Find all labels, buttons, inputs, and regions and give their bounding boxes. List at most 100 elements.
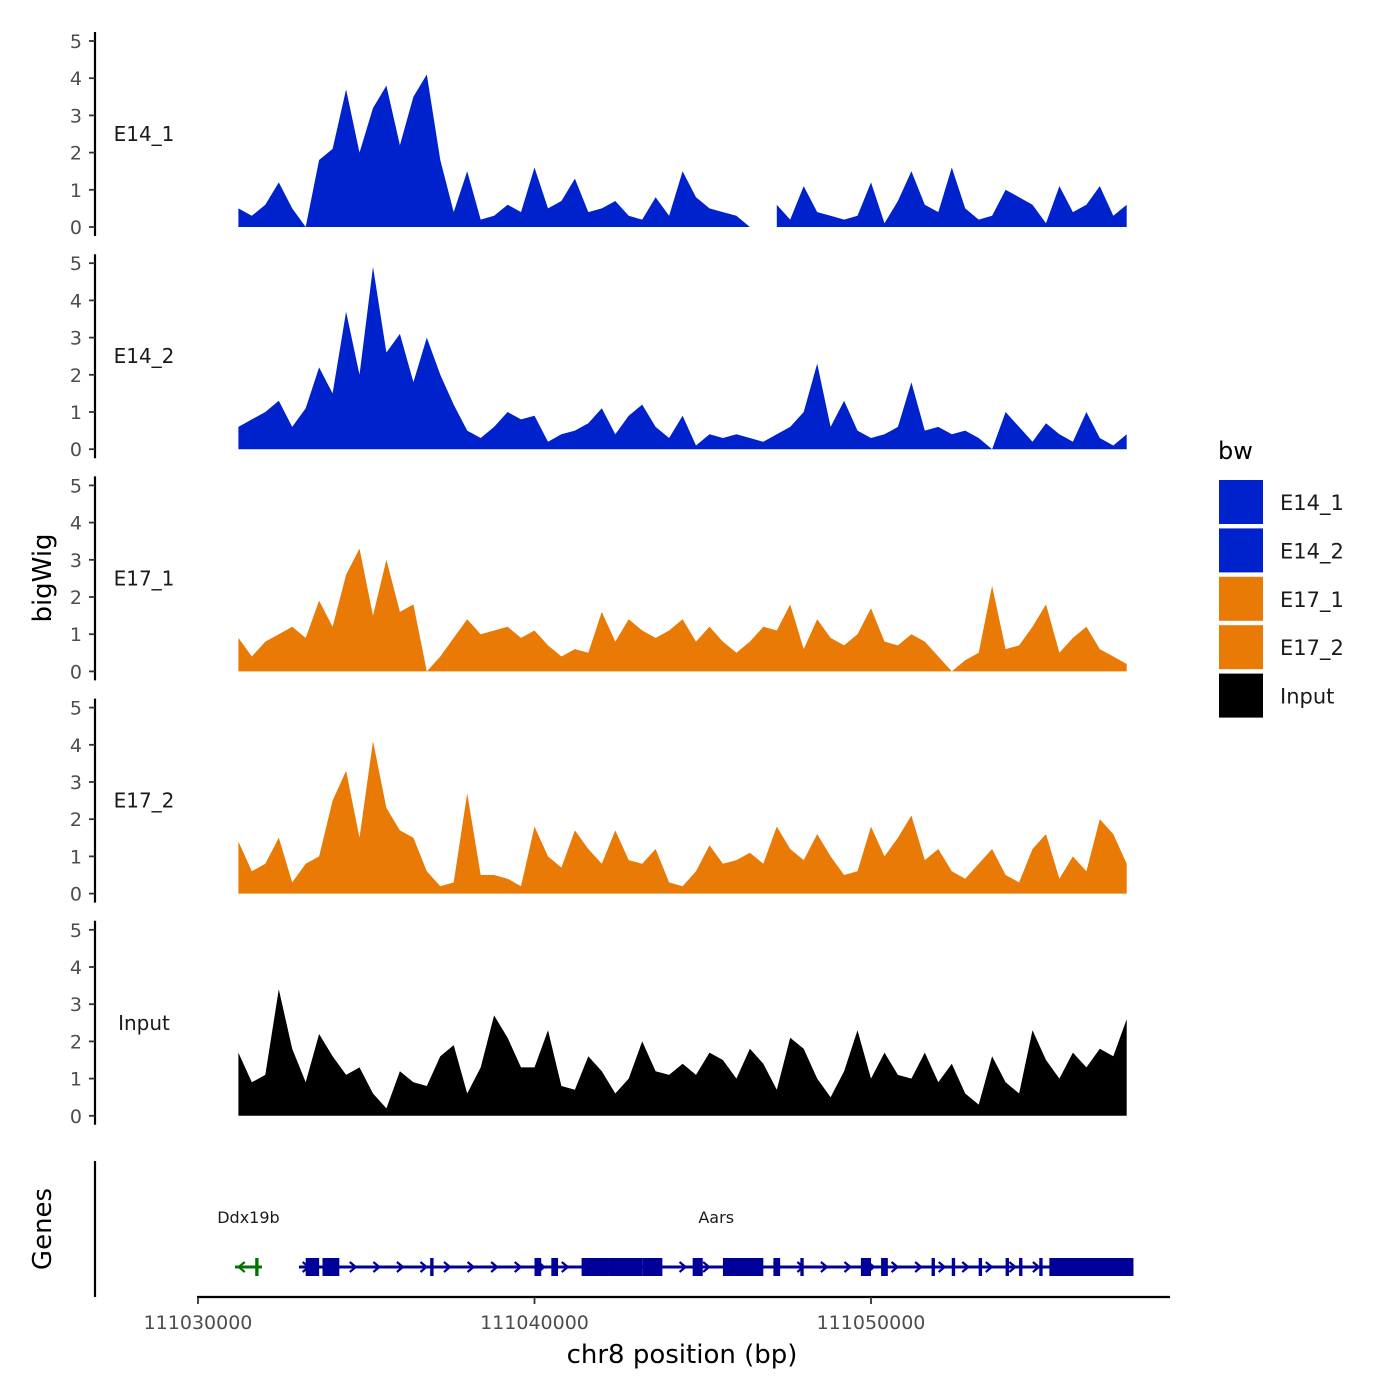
track-label: E17_2 — [114, 789, 175, 813]
signal-area — [776, 167, 1127, 227]
legend-title: bw — [1218, 437, 1253, 465]
y-tick-label: 4 — [70, 290, 82, 312]
y-tick-label: 2 — [70, 143, 82, 165]
strand-arrow — [490, 1261, 499, 1273]
y-tick-label: 3 — [70, 328, 82, 350]
signal-area — [238, 989, 1127, 1116]
legend-label: E17_2 — [1280, 636, 1344, 661]
track-label: E14_1 — [114, 122, 175, 146]
track-label: Input — [118, 1011, 170, 1035]
strand-arrow — [1032, 1261, 1041, 1273]
y-tick-label: 3 — [70, 994, 82, 1016]
legend-swatch — [1219, 625, 1263, 670]
strand-arrow — [985, 1261, 994, 1273]
gene-exon — [534, 1258, 542, 1276]
gene-exon — [305, 1258, 320, 1276]
gene-exon — [255, 1258, 259, 1276]
y-tick-label: 1 — [70, 624, 82, 646]
y-tick-label: 5 — [70, 253, 82, 275]
track-e17-2: 0 1 2 3 4 5 E17_2 — [70, 698, 1127, 906]
strand-arrow — [937, 1261, 947, 1273]
track-e14-1: 0 1 2 3 4 5 E14_1 — [70, 31, 1127, 239]
strand-arrow — [466, 1261, 476, 1273]
x-tick-label: 111040000 — [480, 1312, 589, 1334]
gene-exon — [322, 1258, 340, 1276]
gene-exon — [608, 1258, 643, 1276]
y-tick-label: 3 — [70, 772, 82, 794]
y-tick-label: 0 — [70, 217, 82, 239]
signal-area — [238, 74, 750, 227]
genes-track: Ddx19b Aars — [93, 1161, 1134, 1297]
strand-arrow — [843, 1261, 853, 1273]
strand-arrow — [443, 1261, 452, 1273]
legend: bw E14_1 E14_2 E17_1 E17_2 Input — [1218, 437, 1344, 718]
y-tick-label: 1 — [70, 402, 82, 424]
signal-area — [238, 741, 1127, 894]
strand-arrow — [820, 1261, 829, 1273]
gene-exon — [773, 1258, 781, 1276]
legend-swatch — [1219, 576, 1263, 621]
gene-exon — [881, 1258, 888, 1276]
y-tick-label: 3 — [70, 550, 82, 572]
strand-arrow — [890, 1261, 900, 1273]
y-tick-label: 4 — [70, 957, 82, 979]
gene-exon — [931, 1258, 935, 1276]
legend-item: Input — [1219, 673, 1334, 718]
legend-label: Input — [1280, 685, 1334, 709]
strand-arrow — [372, 1261, 382, 1273]
gene-exon — [692, 1258, 703, 1276]
legend-swatch — [1219, 480, 1263, 524]
y-axis-title: bigWig — [28, 533, 58, 622]
gene-exon — [1039, 1258, 1043, 1276]
x-tick-label: 111030000 — [144, 1312, 253, 1334]
gene-exon — [722, 1258, 764, 1276]
y-tick-label: 2 — [70, 1031, 82, 1053]
signal-area — [238, 548, 1127, 672]
gene-ddx19b: Ddx19b — [217, 1208, 280, 1276]
track-label: E17_1 — [114, 566, 175, 590]
gene-exon — [800, 1258, 804, 1276]
legend-item: E14_1 — [1219, 480, 1344, 524]
gene-exon — [551, 1258, 559, 1276]
legend-label: E17_1 — [1280, 588, 1344, 613]
legend-label: E14_2 — [1280, 539, 1344, 564]
gene-exon — [430, 1258, 434, 1276]
y-tick-label: 0 — [70, 661, 82, 683]
track-input: 0 1 2 3 4 5 Input — [70, 920, 1127, 1128]
y-tick-label: 4 — [70, 68, 82, 90]
strand-arrow — [513, 1261, 523, 1273]
strand-arrow — [914, 1261, 923, 1273]
y-tick-label: 1 — [70, 1069, 82, 1091]
x-axis: 111030000 111040000 111050000 — [144, 1295, 1170, 1334]
y-tick-label: 0 — [70, 1106, 82, 1128]
legend-swatch — [1219, 528, 1263, 573]
legend-item: E17_1 — [1219, 576, 1344, 621]
y-tick-label: 2 — [70, 809, 82, 831]
track-e14-2: 0 1 2 3 4 5 E14_2 — [70, 253, 1127, 461]
strand-arrow — [961, 1261, 970, 1273]
y-tick-label: 5 — [70, 31, 82, 53]
gene-exon — [951, 1258, 956, 1276]
track-label: E14_2 — [114, 344, 175, 368]
y-tick-label: 0 — [70, 884, 82, 906]
gene-exon — [1049, 1258, 1134, 1276]
y-tick-label: 5 — [70, 920, 82, 942]
strand-arrow — [349, 1261, 358, 1273]
gene-exon — [978, 1258, 983, 1276]
strand-arrow — [237, 1261, 246, 1273]
x-axis-title: chr8 position (bp) — [567, 1340, 798, 1370]
gene-exon — [581, 1258, 609, 1276]
strand-arrow — [702, 1261, 711, 1273]
legend-item: E14_2 — [1219, 528, 1344, 573]
gene-exon — [1019, 1258, 1023, 1276]
strand-arrow — [678, 1261, 688, 1273]
x-tick-label: 111050000 — [817, 1312, 926, 1334]
strand-arrow — [419, 1261, 429, 1273]
y-tick-label: 0 — [70, 439, 82, 461]
y-tick-label: 5 — [70, 698, 82, 720]
y-tick-label: 4 — [70, 735, 82, 757]
y-tick-label: 5 — [70, 475, 82, 497]
y-tick-label: 2 — [70, 365, 82, 387]
bigwig-tracks: 0 1 2 3 4 5 E14_1 0 1 2 3 4 5 E14_2 0 1 2 3 4 5 E17_1 0 1 2 3 4 5 E… — [70, 31, 1127, 1128]
